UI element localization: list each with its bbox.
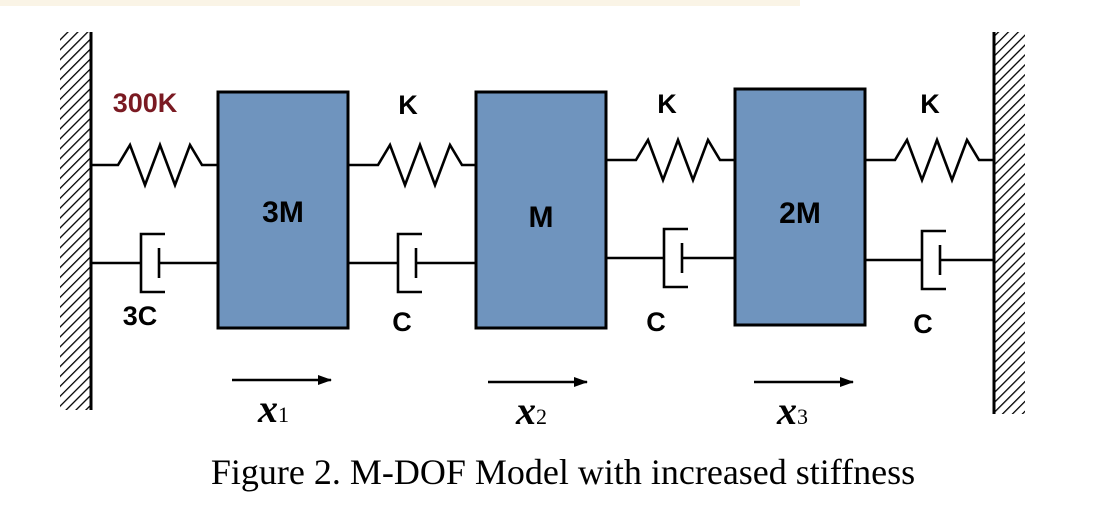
damper-label-3c: 3C: [123, 301, 158, 331]
damper-icon: [606, 227, 735, 289]
mass-block: [216, 90, 350, 330]
damper-icon: [348, 232, 476, 294]
spring-icon: [91, 141, 218, 189]
right-wall: [992, 32, 1025, 414]
mass-2: M: [474, 90, 608, 330]
spring-label-k: K: [398, 90, 418, 120]
spring-label-k: K: [657, 89, 677, 119]
displacement-label-x1: x1: [257, 386, 289, 431]
mass-block: [474, 90, 608, 330]
displacement-label-x2: x2: [515, 388, 547, 433]
displacement-label-x3: x3: [776, 388, 808, 433]
spring-icon: [348, 141, 476, 189]
damper-icon: [91, 232, 218, 294]
damper-label-c: C: [913, 309, 933, 339]
mass-label: M: [529, 201, 554, 234]
damper-label-c: C: [392, 307, 412, 337]
mass-block: [733, 87, 867, 327]
spring-icon: [865, 136, 994, 184]
mass-3: 2M: [733, 87, 867, 327]
spring-label-300k: 300K: [113, 88, 178, 118]
mass-1: 3M: [216, 90, 350, 330]
hatched-wall-icon: [995, 32, 1025, 414]
left-wall: [60, 32, 93, 410]
mass-label: 2M: [779, 197, 821, 230]
damper-icon: [865, 229, 994, 291]
top-band: [0, 0, 800, 6]
spring-label-k: K: [920, 89, 940, 119]
mass-label: 3M: [262, 196, 304, 229]
hatched-wall-icon: [60, 32, 90, 410]
spring-icon: [606, 136, 735, 184]
figure-caption: Figure 2. M-DOF Model with increased sti…: [211, 452, 915, 492]
damper-label-c: C: [646, 307, 666, 337]
